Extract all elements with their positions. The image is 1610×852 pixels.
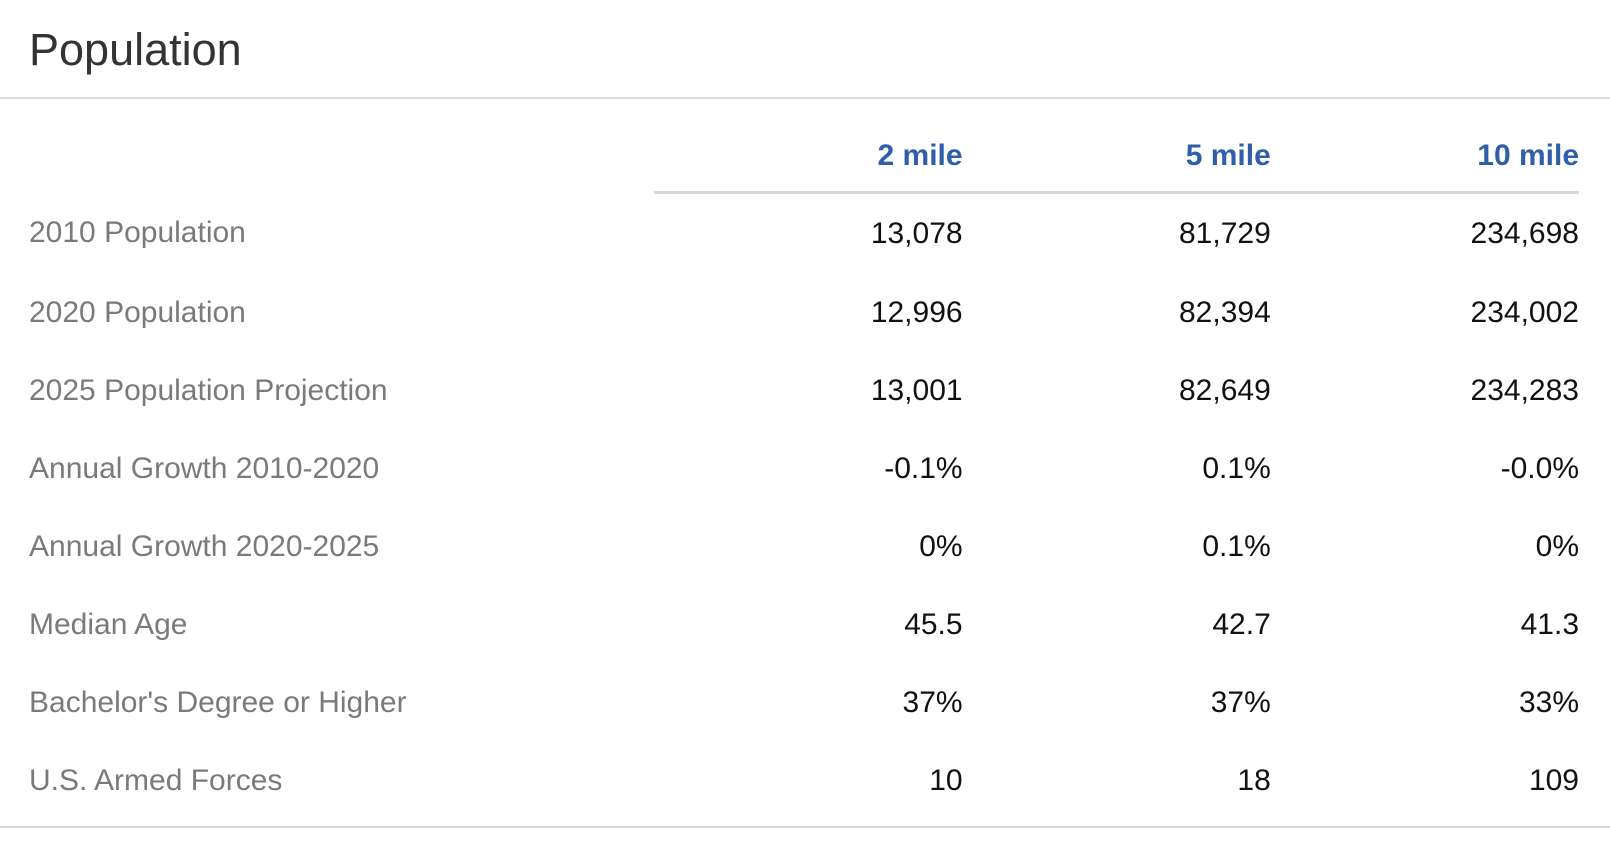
bottom-divider [0,826,1610,828]
row-value-5-mile: 0.1% [1202,452,1271,485]
row-value-2-mile: 37% [902,686,963,719]
row-value-5-mile: 81,729 [1179,217,1271,250]
row-label: 2025 Population Projection [29,374,388,407]
row-value-2-mile: 12,996 [870,296,963,329]
row-value-10-mile: 234,002 [1470,296,1579,329]
row-label: 2020 Population [29,296,246,329]
table-row: Bachelor's Degree or Higher 37% 37% 33% [29,664,1579,742]
table-header: 2 mile 5 mile 10 mile [29,99,1579,194]
row-value-5-mile: 42.7 [1212,608,1271,641]
table-row: 2010 Population 13,078 81,729 234,698 [29,193,1579,275]
table-row: Median Age 45.5 42.7 41.3 [29,586,1579,664]
column-header-2-mile: 2 mile [654,99,963,194]
row-label: 2010 Population [29,216,246,250]
row-value-10-mile: 234,283 [1470,374,1579,407]
row-value-5-mile: 37% [1210,686,1271,719]
row-value-2-mile: 13,078 [870,217,963,250]
column-header-5-mile: 5 mile [962,99,1271,194]
row-value-2-mile: 10 [929,764,963,797]
row-value-2-mile: 0% [919,530,963,563]
table-row: Annual Growth 2020-2025 0% 0.1% 0% [29,508,1579,586]
column-header-10-mile: 10 mile [1270,99,1579,194]
table-row: 2025 Population Projection 13,001 82,649… [29,352,1579,430]
header-label-cell [29,99,654,193]
row-label: Median Age [29,608,188,641]
row-value-5-mile: 82,649 [1179,374,1271,407]
population-table-container: 2 mile 5 mile 10 mile 2010 Population 13… [29,99,1579,820]
row-value-2-mile: -0.1% [884,452,963,485]
table-row: Annual Growth 2010-2020 -0.1% 0.1% -0.0% [29,430,1579,508]
row-label: U.S. Armed Forces [29,764,283,797]
row-value-2-mile: 45.5 [904,608,963,641]
row-value-5-mile: 82,394 [1179,296,1271,329]
table-body: 2010 Population 13,078 81,729 234,698 20… [29,193,1579,821]
header-row: 2 mile 5 mile 10 mile [29,99,1579,194]
row-value-10-mile: 234,698 [1470,217,1579,250]
row-value-10-mile: 0% [1535,530,1579,563]
row-label: Annual Growth 2020-2025 [29,530,380,563]
table-row: 2020 Population 12,996 82,394 234,002 [29,274,1579,352]
row-value-2-mile: 13,001 [870,374,963,407]
row-value-5-mile: 0.1% [1202,530,1271,563]
population-table: 2 mile 5 mile 10 mile 2010 Population 13… [29,99,1579,820]
row-label: Annual Growth 2010-2020 [29,452,380,485]
row-value-10-mile: 33% [1518,686,1579,719]
section-header: Population [0,0,1610,99]
row-value-10-mile: -0.0% [1500,452,1579,485]
row-label: Bachelor's Degree or Higher [29,686,407,719]
row-value-10-mile: 41.3 [1520,608,1579,641]
row-value-10-mile: 109 [1528,764,1579,797]
table-row: U.S. Armed Forces 10 18 109 [29,742,1579,820]
row-value-5-mile: 18 [1237,764,1271,797]
section-title: Population [29,24,242,75]
